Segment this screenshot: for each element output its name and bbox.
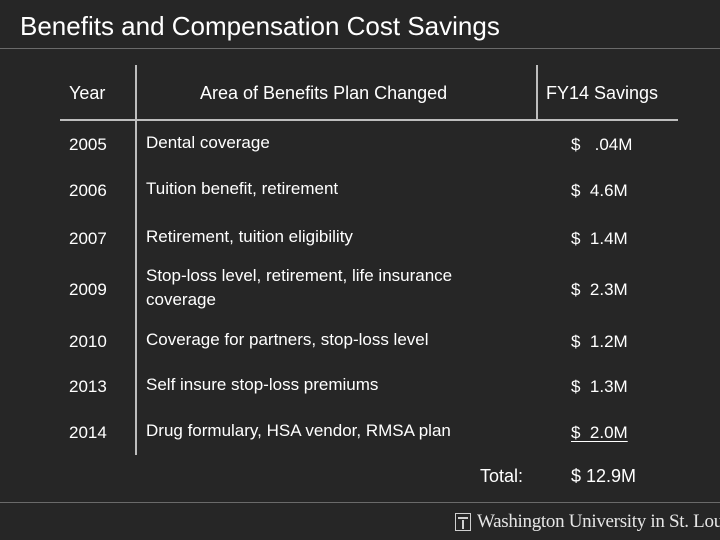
row-savings: $ 2.3M [571, 280, 628, 299]
row-year: 2010 [69, 332, 107, 351]
row-area: Dental coverage [146, 133, 270, 152]
row-area: Tuition benefit, retirement [146, 179, 339, 198]
university-seal-icon [455, 513, 471, 531]
row-savings: $ 2.0M [571, 423, 628, 442]
header-area: Area of Benefits Plan Changed [200, 83, 448, 103]
column-divider-right [536, 65, 538, 120]
row-savings: $ 1.4M [571, 229, 628, 248]
title-divider [0, 48, 720, 49]
row-year: 2006 [69, 181, 107, 200]
column-divider-left [135, 65, 137, 455]
row-year: 2005 [69, 135, 107, 154]
row-savings: $ 1.2M [571, 332, 628, 351]
total-label: Total: [480, 466, 524, 486]
row-area: coverage [146, 290, 216, 309]
row-year: 2013 [69, 377, 107, 396]
row-year: 2009 [69, 280, 107, 299]
row-area: Self insure stop-loss premiums [146, 375, 379, 394]
row-area: Coverage for partners, stop-loss level [146, 330, 429, 349]
footer-divider [0, 502, 720, 503]
header-underline [60, 119, 678, 121]
row-area: Retirement, tuition eligibility [146, 227, 353, 246]
row-year: 2007 [69, 229, 107, 248]
row-savings: $ 1.3M [571, 377, 628, 396]
header-year: Year [69, 83, 106, 103]
row-savings: $ .04M [571, 135, 633, 154]
slide-title: Benefits and Compensation Cost Savings [20, 11, 500, 41]
total-value: $ 12.9M [571, 466, 637, 486]
row-area: Drug formulary, HSA vendor, RMSA plan [146, 421, 451, 440]
header-savings: FY14 Savings [546, 83, 659, 103]
row-year: 2014 [69, 423, 107, 442]
university-logo: Washington University in St. Louis [455, 510, 720, 534]
row-savings: $ 4.6M [571, 181, 628, 200]
row-area: Stop-loss level, retirement, life insura… [146, 266, 453, 285]
university-logo-text: Washington University in St. Louis [477, 511, 720, 532]
